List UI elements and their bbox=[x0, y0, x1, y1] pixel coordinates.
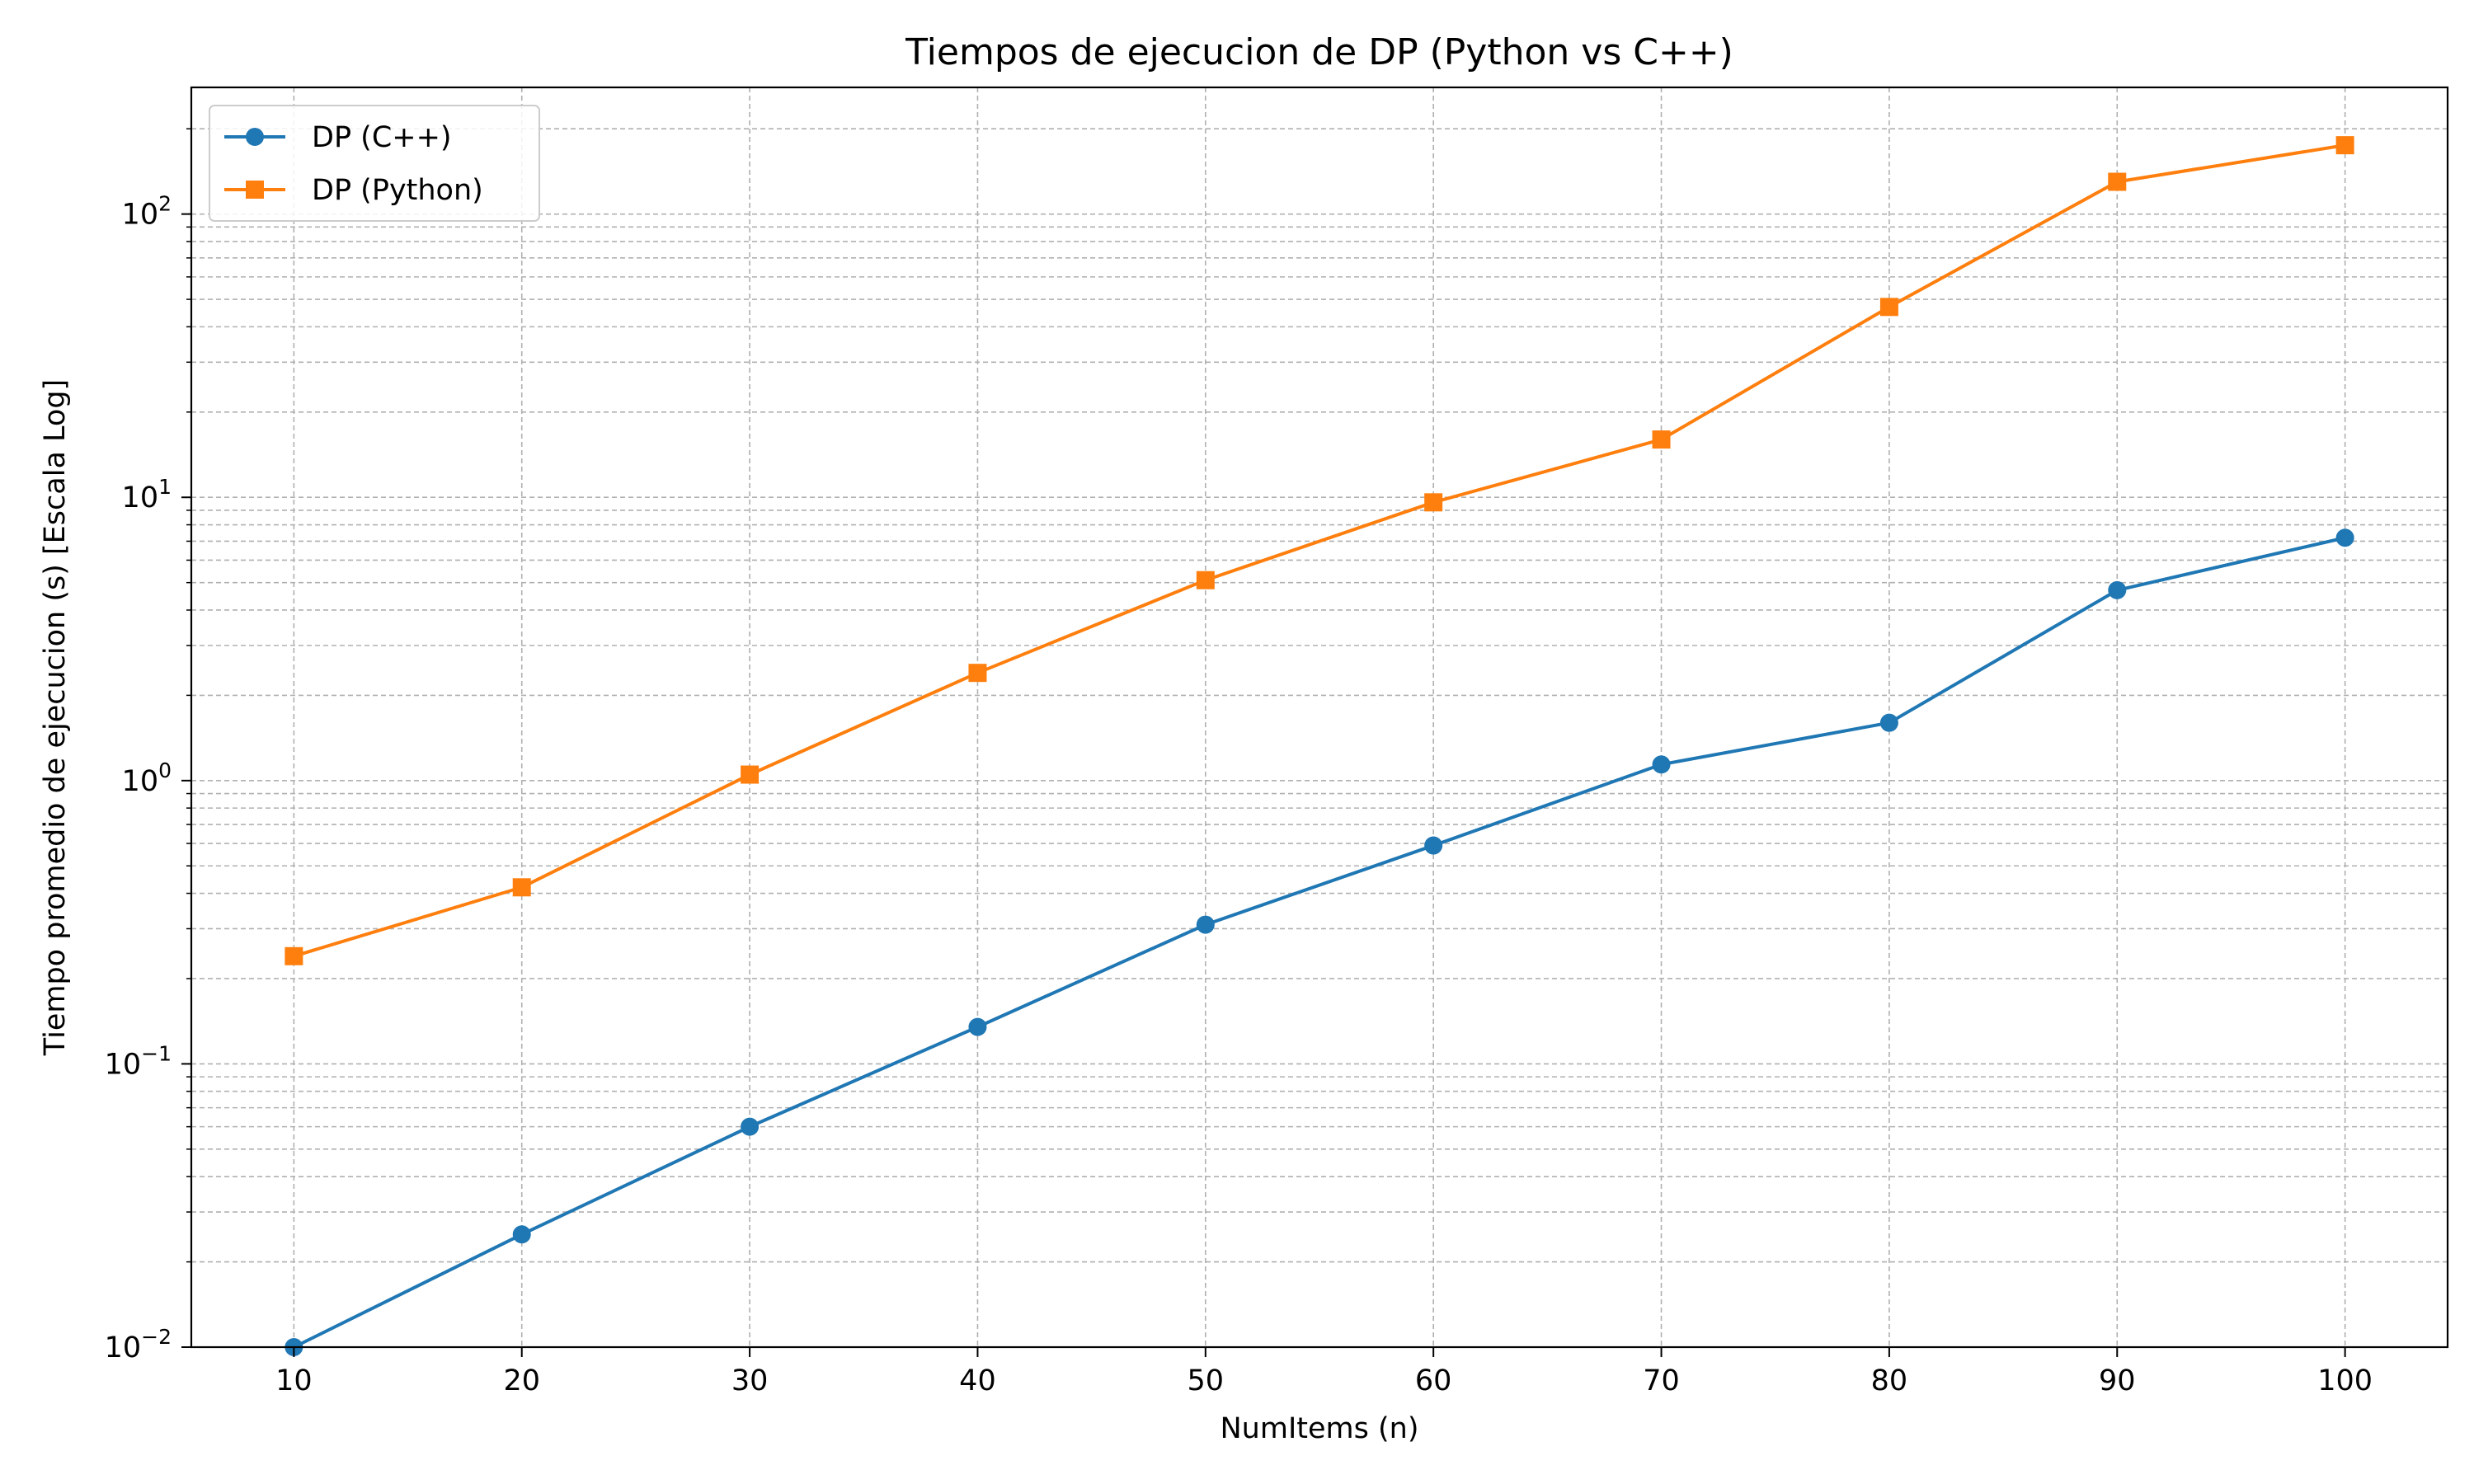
grid bbox=[191, 87, 2448, 1348]
data-point bbox=[1424, 493, 1443, 512]
legend-entry-cpp: DP (C++) bbox=[224, 121, 452, 154]
legend: DP (C++) DP (Python) bbox=[209, 105, 540, 222]
legend-entry-python: DP (Python) bbox=[224, 174, 483, 207]
data-point bbox=[1196, 915, 1215, 934]
data-point bbox=[1879, 298, 1898, 317]
x-tick-label: 70 bbox=[1643, 1364, 1680, 1397]
x-tick-label: 90 bbox=[2099, 1364, 2136, 1397]
series-layer bbox=[285, 136, 2354, 1356]
x-tick-label: 20 bbox=[503, 1364, 540, 1397]
data-point bbox=[512, 1225, 531, 1244]
legend-box bbox=[209, 105, 540, 222]
x-tick-label: 80 bbox=[1871, 1364, 1908, 1397]
plot-frame bbox=[190, 86, 2449, 1349]
data-point bbox=[968, 664, 987, 683]
legend-marker-python bbox=[246, 181, 264, 199]
series-line bbox=[293, 536, 2346, 1349]
legend-label-cpp: DP (C++) bbox=[312, 121, 452, 154]
data-point bbox=[968, 1017, 987, 1036]
x-tick-label: 50 bbox=[1188, 1364, 1225, 1397]
data-point bbox=[1424, 836, 1443, 855]
chart-title: Tiempos de ejecucion de DP (Python vs C+… bbox=[905, 31, 1733, 73]
data-point bbox=[741, 1117, 760, 1136]
data-point bbox=[1652, 430, 1671, 449]
data-point bbox=[741, 765, 760, 784]
x-tick-label: 10 bbox=[275, 1364, 313, 1397]
x-tick-label: 30 bbox=[731, 1364, 769, 1397]
data-point bbox=[2108, 580, 2127, 599]
series-python bbox=[285, 136, 2354, 965]
data-point bbox=[1196, 571, 1215, 589]
x-axis-title: NumItems (n) bbox=[1221, 1412, 1419, 1445]
x-tick-label: 100 bbox=[2317, 1364, 2373, 1397]
data-point bbox=[2108, 172, 2127, 191]
data-point bbox=[1652, 755, 1671, 774]
data-point bbox=[2335, 136, 2354, 155]
series-line bbox=[293, 143, 2345, 958]
y-axis-title: Tiempo promedio de ejecucion (s) [Escala… bbox=[39, 379, 72, 1056]
legend-marker-cpp bbox=[246, 128, 264, 146]
legend-label-python: DP (Python) bbox=[312, 174, 483, 207]
data-point bbox=[512, 878, 531, 897]
data-point bbox=[1879, 713, 1898, 732]
x-tick-label: 40 bbox=[959, 1364, 996, 1397]
data-point bbox=[285, 946, 303, 965]
series-cpp bbox=[285, 528, 2354, 1356]
data-point bbox=[2335, 528, 2354, 547]
x-tick-label: 60 bbox=[1415, 1364, 1452, 1397]
